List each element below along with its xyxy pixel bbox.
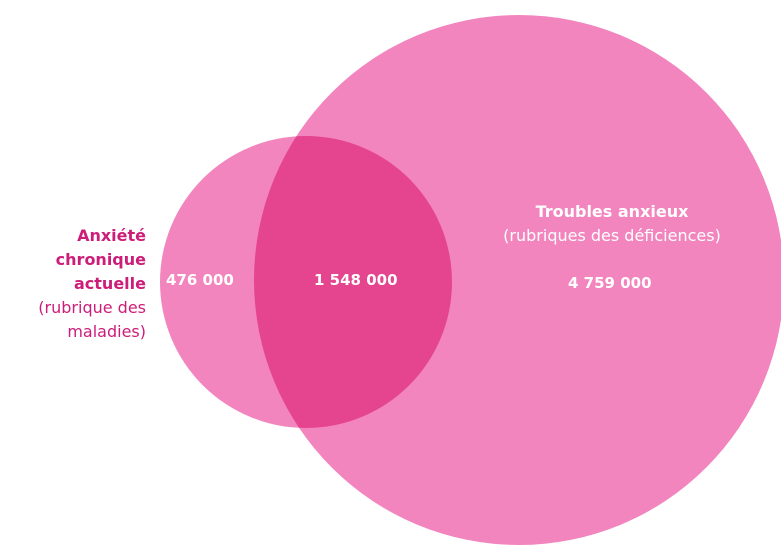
chronic-anxiety-label: Anxiété chronique actuelle (rubrique des… xyxy=(16,224,146,344)
anxiety-disorders-subtitle: (rubriques des déficiences) xyxy=(503,226,721,245)
overlap-region xyxy=(254,136,452,428)
chronic-anxiety-title-line3: actuelle xyxy=(74,274,146,293)
overlap-count: 1 548 000 xyxy=(314,271,398,289)
anxiety-disorders-label: Troubles anxieux (rubriques des déficien… xyxy=(434,200,781,248)
anxiety-disorders-title: Troubles anxieux xyxy=(535,202,689,221)
chronic-anxiety-subtitle-line2: maladies) xyxy=(67,322,146,341)
chronic-anxiety-title-line1: Anxiété xyxy=(77,226,146,245)
anxiety-disorders-only-count: 4 759 000 xyxy=(568,274,652,292)
chronic-anxiety-title-line2: chronique xyxy=(55,250,146,269)
chronic-anxiety-only-count: 476 000 xyxy=(166,271,234,289)
anxiety-disorders-circle xyxy=(254,15,781,545)
chronic-anxiety-subtitle-line1: (rubrique des xyxy=(38,298,146,317)
